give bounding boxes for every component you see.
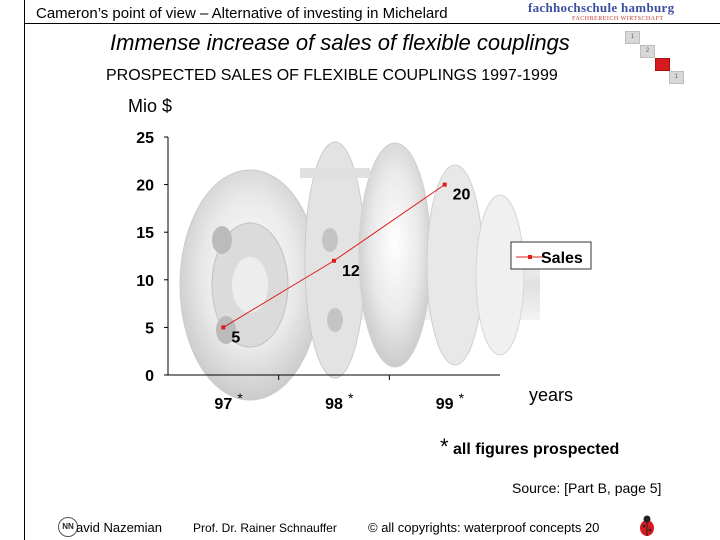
nav-square-2[interactable]: 2 xyxy=(640,45,655,58)
footnote: * all figures prospected xyxy=(440,434,619,460)
header-divider xyxy=(24,23,720,24)
sales-data-label: 20 xyxy=(453,187,471,204)
footnote-marker: * xyxy=(440,434,449,459)
logo-text-bottom: FACHBEREICH WIRTSCHAFT xyxy=(572,16,664,22)
y-axis-ticks: 0 5 10 15 20 25 xyxy=(136,130,168,385)
footer-author: avid Nazemian xyxy=(76,520,162,535)
x-tick-label: 97 xyxy=(214,396,232,413)
ladybug-icon xyxy=(640,515,654,536)
logo-text-top: fachhochschule hamburg xyxy=(528,0,675,15)
sales-data-label: 12 xyxy=(342,263,360,280)
x-axis-label: years xyxy=(529,385,573,405)
footer-copyright: © all copyrights: waterproof concepts 20 xyxy=(368,520,600,535)
chart-title: PROSPECTED SALES OF FLEXIBLE COUPLINGS 1… xyxy=(106,67,558,84)
y-tick-label: 0 xyxy=(145,368,154,385)
coupling-photo-background xyxy=(179,141,540,401)
sales-point xyxy=(221,325,226,330)
y-tick-label: 10 xyxy=(136,273,154,290)
slide-subtitle: Immense increase of sales of flexible co… xyxy=(110,30,570,55)
x-tick-star: * xyxy=(459,390,465,406)
left-border-line xyxy=(24,0,25,540)
footnote-text: all figures prospected xyxy=(453,441,620,458)
legend-marker xyxy=(528,255,532,259)
nav-square-3[interactable]: 1 xyxy=(669,71,684,84)
x-tick-label: 98 xyxy=(325,396,343,413)
x-tick-star: * xyxy=(237,390,243,406)
y-tick-label: 15 xyxy=(136,225,154,242)
nav-square-active[interactable] xyxy=(655,58,670,71)
university-logo: fachhochschule hamburg FACHBEREICH WIRTS… xyxy=(528,0,688,22)
y-tick-label: 20 xyxy=(136,178,154,195)
sales-point xyxy=(332,258,336,263)
y-tick-label: 25 xyxy=(136,130,154,147)
source-note: Source: [Part B, page 5] xyxy=(512,480,662,496)
footer-professor: Prof. Dr. Rainer Schnauffer xyxy=(193,521,337,535)
x-tick-label: 99 xyxy=(436,396,454,413)
sales-point xyxy=(442,182,447,187)
sales-data-label: 5 xyxy=(231,329,240,346)
x-tick-star: * xyxy=(348,390,354,406)
legend-box xyxy=(510,241,592,270)
y-tick-label: 5 xyxy=(145,320,154,337)
x-axis-ticks: 97 * 98 * 99 * xyxy=(214,375,465,413)
legend-label: Sales xyxy=(541,250,583,267)
nav-square-1[interactable]: 1 xyxy=(625,31,640,44)
author-logo-badge: NN xyxy=(58,517,78,537)
y-axis-label: Mio $ xyxy=(128,96,173,116)
header-title: Cameron’s point of view – Alternative of… xyxy=(36,5,448,22)
sales-series: 5 12 20 xyxy=(221,182,471,346)
